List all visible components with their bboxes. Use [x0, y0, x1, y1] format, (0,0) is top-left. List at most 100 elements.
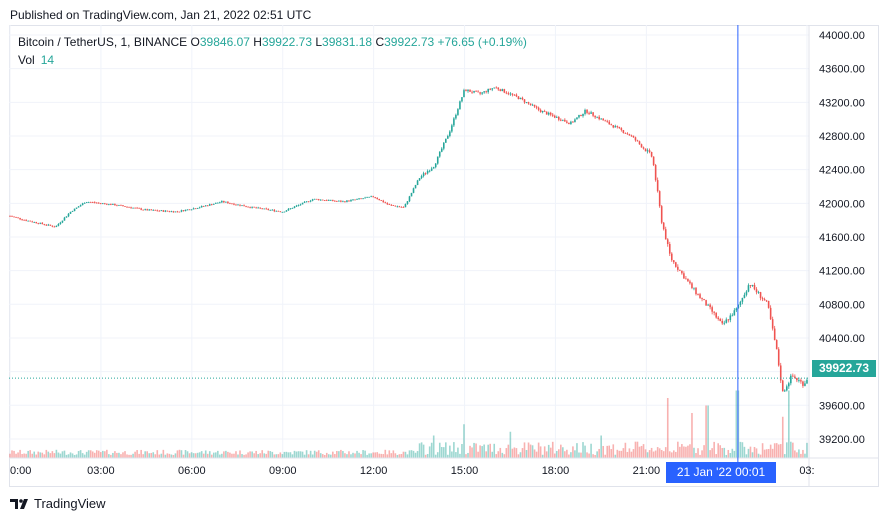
candle-body [455, 114, 457, 119]
candle-body [192, 208, 195, 210]
x-tick-label: 15:00 [451, 465, 479, 477]
x-tick-label: 12:00 [360, 465, 388, 477]
candle-body [547, 112, 550, 115]
volume-bar [624, 442, 627, 458]
candle-body [239, 204, 241, 206]
volume-bar [804, 453, 806, 458]
candle-body [727, 319, 730, 321]
candle-body [402, 207, 405, 208]
candle-body [677, 266, 679, 270]
candle-body [235, 204, 237, 206]
candle-body [400, 206, 403, 208]
volume-bar [543, 446, 546, 458]
volume-bar [527, 442, 530, 458]
volume-bar [711, 448, 713, 458]
volume-bar [158, 454, 161, 458]
candle-body [208, 204, 211, 206]
candle-body [160, 210, 163, 212]
volume-bar [309, 450, 312, 458]
candle-body [170, 211, 173, 213]
volume-bar [289, 452, 292, 458]
candle-body [172, 211, 175, 213]
candle-body [53, 226, 56, 228]
candle-body [404, 204, 407, 208]
volume-bar [733, 450, 736, 458]
volume-bar [364, 450, 366, 458]
volume-bar [281, 454, 284, 458]
volume-bar [755, 448, 758, 458]
volume-bar [319, 453, 322, 458]
volume-bar [689, 444, 691, 458]
volume-bar [592, 454, 594, 458]
volume-bar [83, 454, 86, 458]
candle-body [85, 202, 88, 204]
price-chart[interactable]: 39200.0039600.0040000.0040400.0040800.00… [9, 25, 879, 487]
candle-body [634, 137, 637, 141]
candle-body [51, 225, 54, 227]
candle-body [588, 112, 590, 114]
candle-body [802, 381, 804, 386]
candle-body [241, 205, 243, 207]
volume-bar [555, 450, 558, 458]
volume-bar [404, 451, 407, 458]
volume-bar [112, 452, 114, 458]
volume-bar [110, 454, 112, 458]
candle-body [89, 202, 92, 203]
volume-bar [358, 452, 360, 458]
volume-bar [37, 451, 40, 458]
candle-body [271, 209, 274, 211]
volume-bar [360, 454, 362, 458]
candle-body [539, 109, 542, 113]
candle-body [412, 188, 415, 193]
footer-brand[interactable]: TradingView [10, 496, 106, 511]
candle-body [804, 383, 806, 386]
volume-bar [93, 452, 96, 458]
volume-bar [221, 453, 223, 458]
candle-body [568, 122, 570, 125]
candle-body [194, 208, 197, 210]
candle-body [162, 210, 165, 212]
candle-body [25, 219, 27, 221]
volume-bar [604, 454, 607, 458]
candle-body [442, 142, 445, 149]
x-tick-label: 21:00 [633, 465, 661, 477]
volume-bar [265, 453, 268, 458]
candle-body [779, 365, 782, 381]
candle-body [35, 222, 38, 224]
volume-bar [259, 453, 261, 458]
candle-body [721, 320, 724, 324]
volume-bar [233, 453, 235, 458]
candle-body [285, 210, 288, 212]
volume-bar [204, 450, 207, 458]
candle-body [675, 262, 677, 267]
candle-body [491, 88, 494, 90]
high-label: H [253, 35, 262, 49]
candle-body [134, 207, 136, 209]
candle-body [319, 199, 322, 201]
volume-bar [104, 451, 106, 458]
candle-body [586, 109, 588, 113]
candle-body [598, 116, 600, 120]
tradingview-logo-icon [10, 498, 28, 509]
candle-body [303, 201, 306, 203]
volume-bar [683, 446, 685, 458]
candle-body [467, 89, 469, 92]
candle-body [796, 377, 798, 381]
candle-body [410, 192, 413, 197]
volume-bar [223, 451, 225, 458]
volume-bar [124, 451, 126, 458]
candle-body [743, 294, 746, 298]
candle-body [61, 220, 64, 223]
volume-bar [67, 454, 70, 458]
candle-body [624, 132, 627, 134]
candle-body [679, 269, 681, 271]
volume-bar [691, 413, 693, 458]
volume-bar [168, 453, 171, 458]
y-tick-label: 41600.00 [819, 232, 865, 244]
volume-bar [445, 442, 447, 458]
candle-body [759, 292, 762, 299]
candle-body [785, 386, 788, 391]
volume-bar [154, 454, 157, 458]
volume-value: 14 [40, 53, 55, 67]
candle-body [227, 201, 229, 204]
